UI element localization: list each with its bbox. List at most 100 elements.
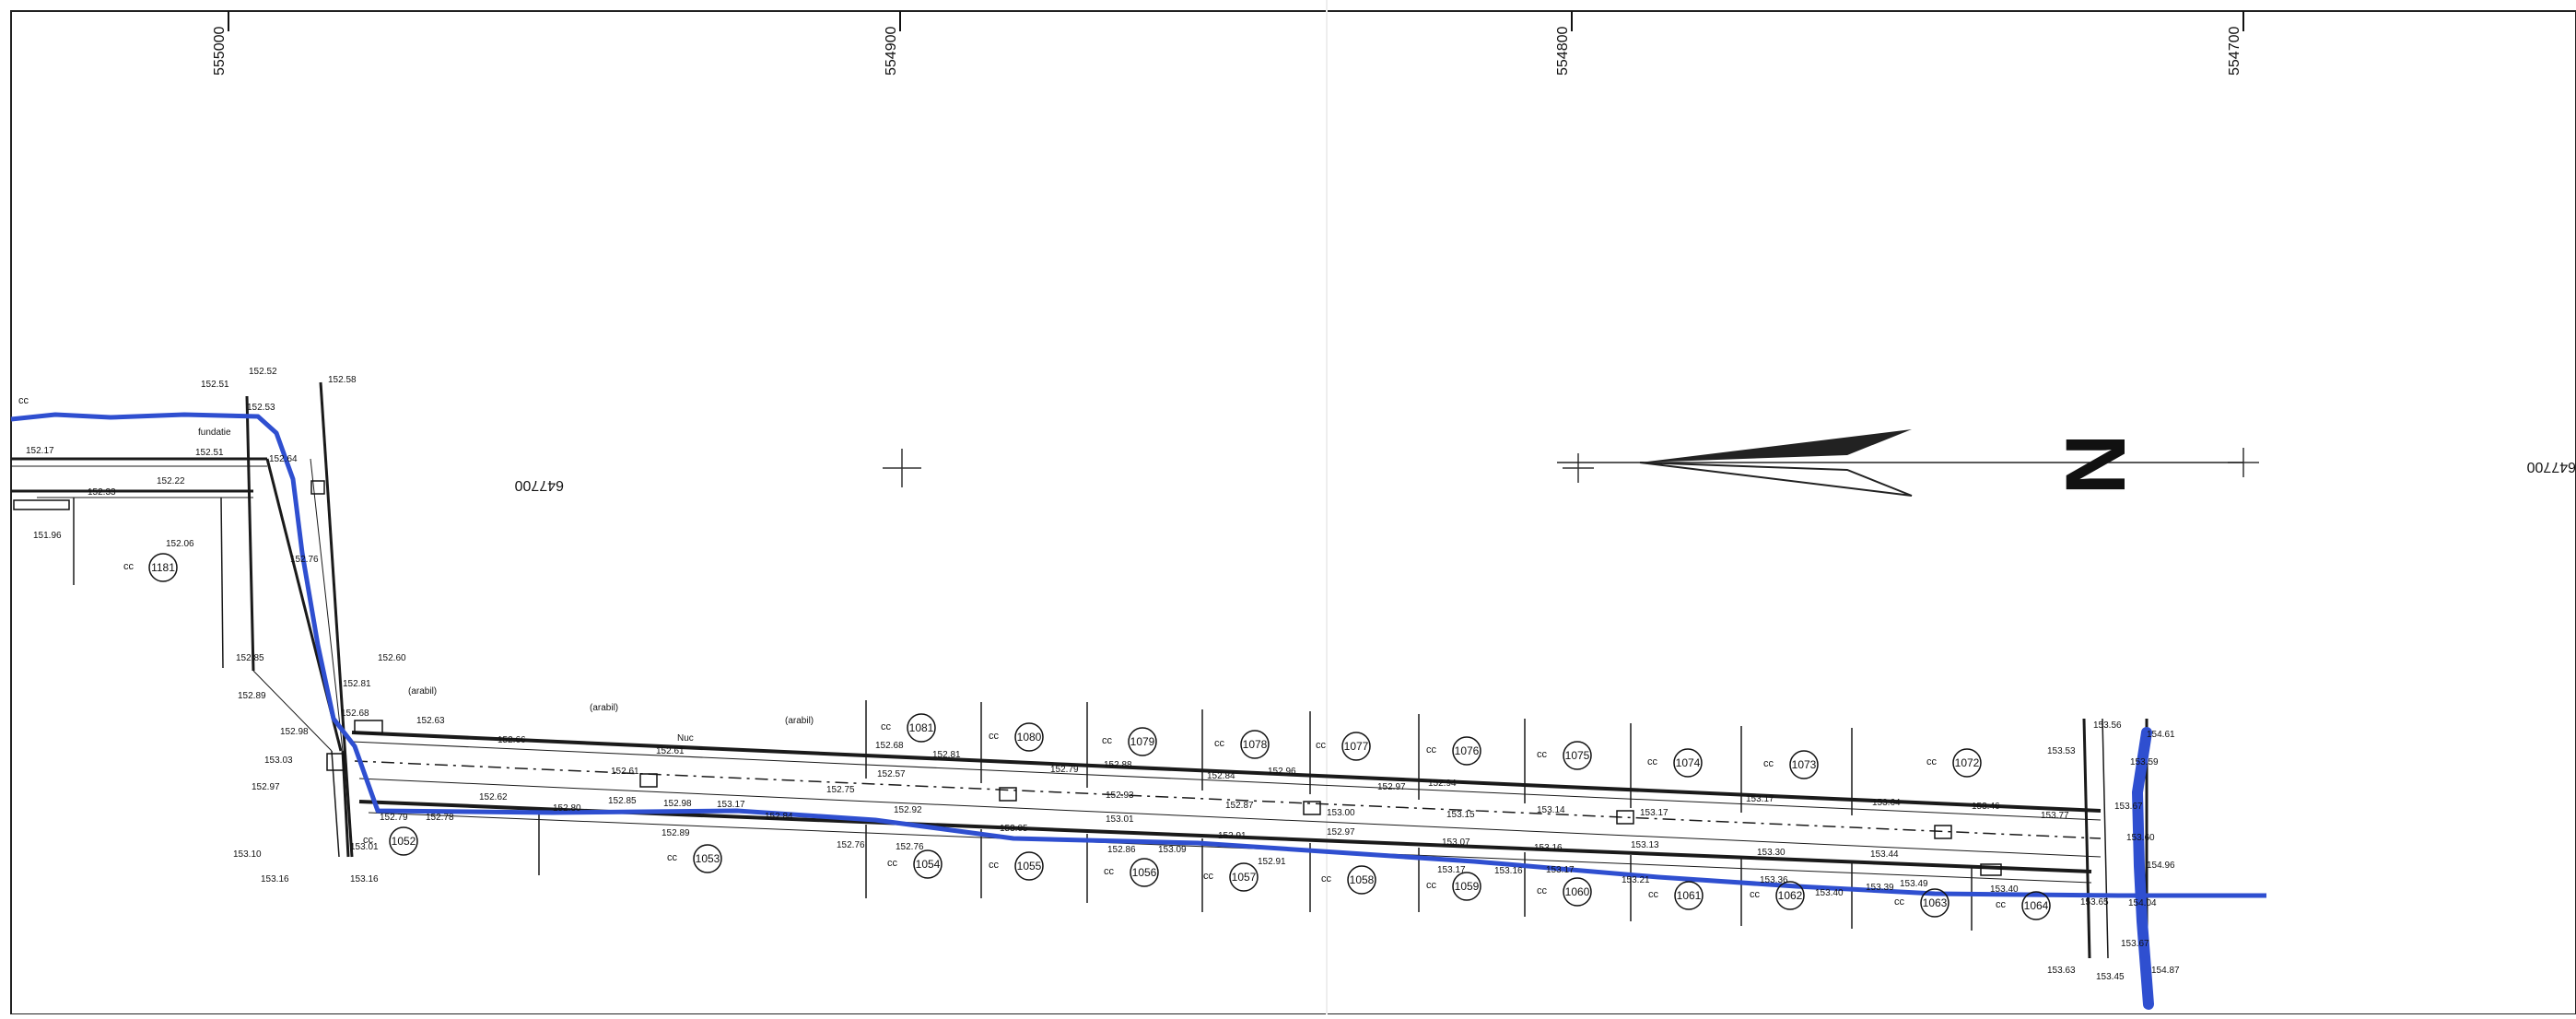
elevation-label: 152.76: [837, 840, 865, 850]
label-arabil-1: (arabil): [408, 686, 437, 697]
elevation-label: 153.46: [1972, 802, 2000, 812]
elevation-label: 153.39: [1866, 883, 1894, 893]
land-code: cc: [989, 731, 1000, 742]
parcel-number: 1058: [1350, 873, 1375, 886]
parcels-bottom-group: 1052 cc 1053 cc 1054 cc 1055 cc 1056 cc 1057 cc 1058…: [363, 826, 2051, 920]
route-trace: [10, 412, 2266, 1010]
land-code: cc: [1214, 738, 1225, 749]
parcel-circle: [1563, 877, 1592, 907]
elevation-label: 153.00: [1327, 808, 1355, 818]
grid-x-label-2: 554900: [884, 27, 899, 76]
parcel-number: 1060: [1565, 885, 1590, 898]
elevation-label: 152.51: [201, 380, 229, 390]
parcel-circle-left: [148, 553, 178, 582]
label-arabil-2: (arabil): [590, 703, 618, 713]
parcel-circle: [2021, 891, 2051, 920]
land-code: cc: [1321, 873, 1332, 884]
parcel-number: 1072: [1955, 756, 1980, 769]
grid-x-label-4: 554700: [2227, 27, 2242, 76]
elevation-label: 153.17: [1546, 865, 1575, 875]
elevation-label: 153.16: [261, 874, 289, 884]
parcel-number: 1080: [1017, 731, 1042, 744]
elevation-label: 153.67: [2121, 939, 2149, 949]
elevation-label: 153.17: [717, 800, 745, 810]
parcel-circle: [1952, 748, 1982, 778]
parcel-number: 1079: [1130, 735, 1155, 748]
parcel-number: 1077: [1344, 740, 1369, 753]
elevation-label: 152.64: [269, 454, 298, 464]
parcel-number: 1057: [1232, 871, 1257, 884]
label-nuc: Nuc: [677, 733, 694, 744]
elevation-label: 152.62: [479, 792, 508, 802]
land-code: cc: [1203, 871, 1214, 882]
elevation-label: 153.45: [2096, 972, 2125, 982]
elevation-label: 152.92: [894, 805, 922, 815]
elevation-label: 153.21: [1622, 875, 1650, 885]
land-code: cc: [887, 858, 898, 869]
grid-x-label-3: 554800: [1555, 27, 1571, 76]
elevation-label: 153.44: [1870, 849, 1899, 860]
elevation-label: 153.17: [1437, 865, 1466, 875]
elevation-label: 153.13: [1631, 840, 1659, 850]
elevation-label: 153.01: [350, 842, 379, 852]
elevation-label: 153.17: [1746, 794, 1774, 804]
elevation-label: 153.77: [2041, 811, 2069, 821]
elevation-label: 153.56: [2093, 720, 2122, 731]
parcel-number: 1074: [1676, 756, 1701, 769]
parcel-circle: [1775, 881, 1805, 910]
parcel-number: 1059: [1455, 880, 1480, 893]
parcel-number: 1081: [909, 721, 934, 734]
elevation-label: 152.68: [875, 741, 904, 751]
elevation-label: 152.68: [341, 709, 369, 719]
elevation-label: 153.63: [2047, 966, 2076, 976]
land-code: cc: [667, 852, 678, 863]
structures: [13, 480, 2002, 876]
elevation-label: 152.76: [896, 842, 924, 852]
elevation-label: 153.15: [1446, 810, 1475, 820]
elevation-labels: 152.52 152.51 152.53 152.58 152.17 152.22 152.…: [26, 367, 2180, 982]
elevation-label: 152.86: [1107, 845, 1136, 855]
parcel-circle: [1347, 865, 1376, 895]
elevation-label: 153.05: [1000, 824, 1028, 834]
elevation-label: 154.87: [2151, 966, 2180, 976]
elevation-label: 153.60: [2126, 833, 2155, 843]
parcel-number: 1055: [1017, 860, 1042, 873]
parcel-circle: [1014, 851, 1044, 881]
elevation-label: 152.63: [416, 716, 445, 726]
elevation-label: 152.91: [1258, 857, 1286, 867]
elevation-label: 152.97: [1377, 782, 1406, 792]
elevation-label: 152.58: [328, 375, 357, 385]
elevation-label: 152.89: [662, 828, 690, 838]
elevation-label: 153.07: [1442, 837, 1470, 848]
parcel-number: 1062: [1778, 889, 1803, 902]
parcel-number: 1073: [1792, 758, 1817, 771]
elevation-label: 152.53: [247, 403, 275, 413]
parcels-top-group: 1081 cc 1080 cc 1079 cc 1078 cc 1077 cc 1076 cc 1075…: [881, 713, 1982, 779]
parcel-circle: [1130, 858, 1159, 887]
land-code: cc: [1763, 758, 1774, 769]
elevation-label: 152.79: [1050, 765, 1079, 775]
parcel-circle: [1674, 881, 1704, 910]
parcel-number: 1052: [392, 835, 416, 848]
map-frame: [10, 10, 2576, 1015]
elevation-label: 152.76: [290, 555, 319, 565]
parcel-circle: [1341, 732, 1371, 761]
grid-y-label-left: 647700: [515, 477, 564, 493]
elevation-label: 153.17: [1640, 808, 1669, 818]
land-code: cc: [1537, 885, 1548, 896]
elevation-label: 153.36: [1760, 875, 1788, 885]
land-code-left: cc: [123, 561, 135, 572]
elevation-label: 154.04: [2128, 898, 2157, 908]
elevation-label: 152.98: [663, 799, 692, 809]
elevation-label: 153.65: [2080, 897, 2109, 908]
elevation-label: 152.61: [611, 767, 639, 777]
elevation-label: 152.75: [826, 785, 855, 795]
elevation-label: 152.85: [236, 653, 264, 663]
elevation-label: 154.96: [2147, 861, 2175, 871]
parcel-circle: [1563, 741, 1592, 770]
land-code: cc: [1926, 756, 1938, 767]
parcel-number: 1064: [2024, 899, 2049, 912]
elevation-label: 153.01: [1106, 814, 1134, 825]
elevation-label: 152.61: [656, 746, 685, 756]
